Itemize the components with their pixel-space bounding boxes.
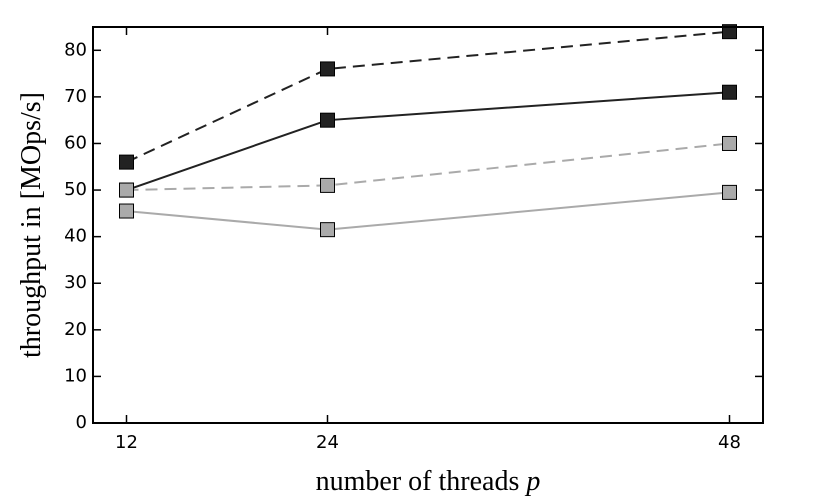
x-tick-label: 12 [115, 432, 138, 453]
series-line [126, 191, 730, 231]
y-tick-label: 80 [64, 39, 87, 60]
y-tick-label: 40 [64, 226, 87, 247]
y-tick-label: 20 [64, 319, 87, 340]
series-line [126, 30, 730, 164]
plot-frame [92, 26, 764, 424]
marker [722, 24, 737, 40]
y-tick-label: 0 [76, 412, 87, 433]
marker [320, 61, 335, 77]
series-line [126, 142, 730, 192]
marker [119, 203, 134, 219]
marker [722, 135, 737, 151]
marker [320, 177, 335, 193]
x-tick-label: 48 [718, 432, 741, 453]
marker [320, 112, 335, 128]
series-line [126, 91, 730, 192]
marker [722, 84, 737, 100]
marker [722, 184, 737, 200]
marker [320, 222, 335, 238]
y-tick-label: 50 [64, 179, 87, 200]
x-axis-label: number of threads p [316, 466, 541, 497]
y-tick-label: 60 [64, 132, 87, 153]
y-axis-label: throughput in [MOps/s] [16, 92, 47, 358]
x-label-variable: p [524, 466, 540, 497]
y-tick-label: 10 [64, 365, 87, 386]
marker [119, 182, 134, 198]
x-label-text: number of threads [316, 466, 520, 497]
marker [119, 154, 134, 170]
y-tick-label: 30 [64, 272, 87, 293]
x-tick-label: 24 [316, 432, 339, 453]
y-tick-label: 70 [64, 86, 87, 107]
